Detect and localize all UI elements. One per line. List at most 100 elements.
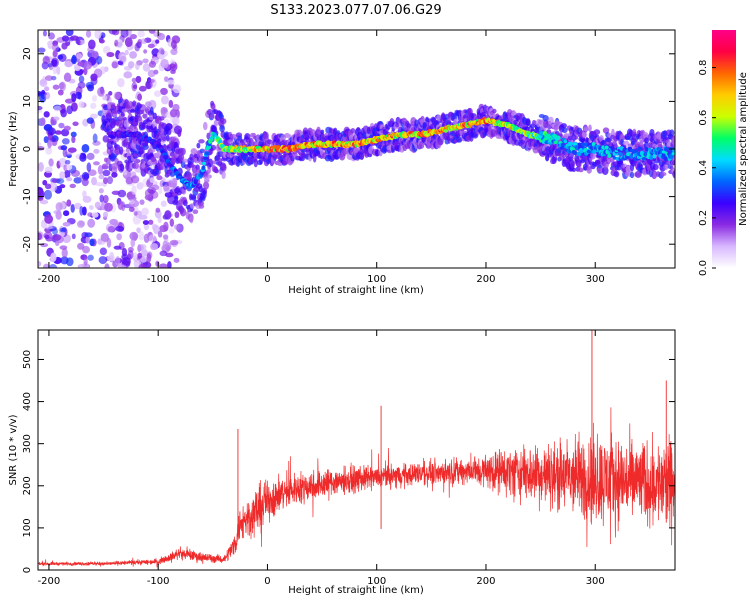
ridge-point: [663, 155, 668, 162]
spectral-blob: [574, 135, 579, 140]
spectral-blob: [140, 38, 147, 45]
spectral-blob: [453, 118, 460, 126]
spectral-blob: [120, 111, 125, 117]
spectral-blob: [44, 234, 50, 240]
ridge-point: [641, 157, 647, 161]
spectral-blob: [65, 30, 74, 37]
spectral-blob: [586, 166, 592, 174]
spectral-blob: [169, 136, 177, 142]
spectral-blob: [131, 77, 137, 83]
spectral-blob: [90, 102, 97, 110]
spectral-blob: [70, 35, 79, 41]
spectral-blob: [51, 44, 60, 52]
spectral-blob: [290, 155, 295, 162]
y-tick-label: -20: [22, 236, 33, 252]
spectral-blob: [38, 261, 42, 267]
spectral-blob: [73, 177, 82, 184]
ridge-point: [563, 139, 568, 144]
spectral-blob: [183, 199, 188, 207]
spectral-blob: [219, 124, 225, 133]
ridge-point: [204, 151, 210, 156]
spectral-blob: [92, 133, 98, 143]
x-tick-label: 300: [586, 576, 605, 587]
spectral-blob: [456, 136, 463, 143]
spectral-blob: [167, 79, 175, 85]
spectral-blob: [142, 220, 149, 226]
spectral-blob: [663, 163, 669, 171]
spectral-blob: [206, 174, 212, 179]
spectral-blob: [173, 224, 181, 230]
spectral-blob: [83, 173, 90, 180]
spectral-blob: [94, 30, 102, 39]
spectral-blob: [38, 141, 42, 147]
spectral-blob: [102, 45, 111, 54]
spectral-blob: [209, 113, 215, 119]
spectral-blob: [137, 244, 142, 253]
ridge-point: [669, 154, 674, 159]
x-tick-label: 200: [476, 274, 495, 285]
spectral-blob: [672, 170, 675, 179]
spectrogram-y-ticks: -20 -10 0 10 20: [22, 47, 675, 252]
spectral-blob: [97, 87, 105, 97]
spectral-blob: [162, 234, 169, 240]
spectral-blob: [139, 199, 145, 205]
spectral-blob: [83, 61, 92, 70]
ridge-point: [573, 150, 578, 156]
spectral-blob: [40, 117, 46, 126]
spectral-blob: [160, 58, 169, 69]
spectral-blob: [81, 178, 89, 187]
spectral-blob: [42, 56, 50, 65]
spectral-blob: [138, 263, 147, 268]
spectral-blob: [169, 218, 175, 227]
ridge-point: [652, 153, 657, 159]
spectral-blob: [50, 252, 57, 262]
spectrogram-x-ticks: -200 -100 0 100 200 300: [38, 30, 605, 285]
spectral-blob: [203, 178, 210, 183]
spectral-blob: [202, 189, 207, 199]
ridge-point: [201, 165, 206, 171]
x-tick-label: 300: [586, 274, 605, 285]
spectral-blob: [44, 91, 51, 100]
spectral-blob: [63, 164, 68, 172]
ridge-point: [636, 155, 641, 159]
spectral-blob: [82, 190, 87, 199]
x-tick-label: -100: [147, 576, 170, 587]
spectral-blob: [102, 169, 111, 177]
spectral-blob: [158, 263, 168, 268]
spectral-blob: [168, 227, 175, 234]
spectral-blob: [117, 78, 125, 88]
spectral-blob: [602, 166, 609, 176]
spectral-blob: [49, 181, 58, 192]
spectral-blob: [98, 174, 105, 180]
x-tick-label: 100: [367, 274, 386, 285]
spectral-blob: [569, 161, 575, 169]
ridge-point: [663, 146, 669, 152]
spectral-blob: [95, 56, 103, 65]
spectral-blob: [143, 233, 150, 243]
spectral-blob: [158, 116, 165, 121]
spectral-blob: [203, 181, 210, 190]
spectral-blob: [167, 261, 172, 268]
spectral-blob: [58, 122, 65, 129]
spectral-blob: [128, 61, 135, 69]
spectral-blob: [170, 39, 177, 49]
spectral-blob: [356, 127, 361, 132]
spectral-blob: [77, 81, 86, 89]
spectral-blob: [123, 71, 133, 79]
spectral-blob: [170, 48, 178, 56]
x-tick-label: 0: [264, 576, 270, 587]
spectral-blob: [588, 124, 592, 133]
spectral-blob: [108, 30, 118, 35]
spectral-blob: [79, 206, 84, 216]
spectral-blob: [104, 263, 110, 268]
spectral-blob: [172, 117, 180, 126]
spectral-blob: [114, 39, 119, 47]
spectral-blob: [97, 165, 104, 175]
colorbar-tick-label: 0.2: [698, 210, 709, 226]
spectral-blob: [172, 177, 178, 187]
spectral-blob: [40, 243, 49, 248]
spectral-blob: [163, 76, 169, 82]
spectral-blob: [115, 256, 121, 266]
spectral-blob: [134, 114, 139, 123]
